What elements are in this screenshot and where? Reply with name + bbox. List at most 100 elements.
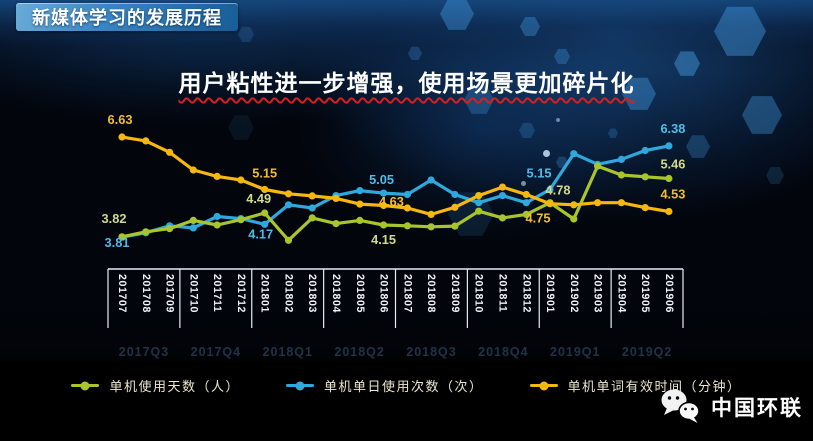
data-point	[641, 173, 649, 181]
x-axis: 201707 201708 201709 201710 201711 201712 2018…	[107, 268, 684, 328]
data-point	[284, 190, 293, 198]
x-axis-label: 201707	[116, 274, 128, 313]
data-point	[665, 142, 673, 150]
data-point	[213, 221, 221, 229]
data-label: 4.15	[371, 232, 396, 247]
data-point	[522, 210, 530, 218]
data-point	[356, 200, 364, 208]
x-axis-label: 201809	[449, 274, 461, 313]
data-point	[308, 192, 316, 200]
x-axis-label: 201708	[140, 274, 152, 313]
data-point	[594, 162, 602, 170]
data-point	[475, 199, 483, 207]
data-point	[356, 187, 364, 195]
series-2	[118, 133, 673, 218]
data-point	[308, 214, 316, 222]
data-label: 4.17	[248, 226, 273, 241]
data-label: 4.78	[546, 183, 571, 198]
data-point	[427, 176, 435, 184]
data-label: 6.38	[660, 121, 685, 136]
data-point	[284, 201, 293, 209]
quarter-ghost-label: 2018Q2	[334, 345, 384, 359]
data-point	[546, 185, 554, 194]
series-line	[120, 164, 671, 242]
quarter-ghost-label: 2019Q1	[550, 345, 600, 359]
data-point	[665, 207, 673, 216]
hexagon-decoration	[238, 26, 254, 42]
slide-title: 新媒体学习的发展历程	[32, 8, 222, 28]
data-point	[570, 215, 578, 223]
legend-item-times: 单机单日使用次数（次）	[285, 376, 484, 395]
quarter-ghost-label: 2017Q3	[119, 345, 169, 359]
x-axis-label: 201709	[164, 274, 176, 313]
data-label: 5.15	[252, 166, 277, 181]
trend-chart: 2017Q3 2017Q4 2018Q1 2018Q2 2018Q3 2018Q4 2019…	[0, 100, 813, 365]
data-point	[237, 216, 245, 224]
quarter-ghost-label: 2019Q2	[622, 345, 672, 359]
data-point	[546, 200, 554, 208]
data-point	[451, 190, 459, 199]
x-axis-label: 201905	[639, 274, 651, 313]
data-point	[427, 223, 435, 231]
x-axis-label: 201803	[306, 274, 318, 313]
data-label: 3.82	[102, 211, 127, 226]
legend-marker-minutes	[529, 384, 558, 387]
x-axis-label: 201812	[520, 274, 532, 313]
quarter-ghost-label: 2017Q4	[191, 345, 241, 359]
data-label: 5.15	[527, 166, 552, 181]
legend-marker-days	[71, 384, 100, 387]
data-label: 4.63	[379, 194, 404, 209]
data-point	[617, 171, 626, 179]
slide-title-bar: 新媒体学习的发展历程	[16, 3, 238, 31]
data-point	[403, 204, 411, 212]
data-point	[570, 201, 578, 209]
chart-legend: 单机使用天数（人） 单机单日使用次数（次） 单机单词有效时间（分钟）	[0, 376, 813, 395]
chart-svg: 2017Q3 2017Q4 2018Q1 2018Q2 2018Q3 2018Q4 2019…	[102, 112, 686, 359]
x-axis-label: 201902	[568, 274, 580, 313]
legend-item-minutes: 单机单词有效时间（分钟）	[529, 376, 742, 395]
x-axis-label: 201810	[473, 274, 485, 313]
data-label: 5.05	[369, 172, 394, 187]
x-axis-label: 201901	[544, 274, 556, 313]
data-point	[475, 192, 483, 200]
legend-label-minutes: 单机单词有效时间（分钟）	[567, 379, 742, 394]
hexagon-decoration	[440, 0, 474, 30]
data-point	[237, 176, 245, 184]
data-point	[522, 190, 530, 199]
quarter-ghost-labels: 2017Q3 2017Q4 2018Q1 2018Q2 2018Q3 2018Q4 2019…	[119, 345, 672, 359]
data-point	[617, 155, 626, 163]
x-axis-label: 201808	[425, 274, 437, 313]
x-axis-label: 201807	[401, 274, 413, 313]
data-point	[166, 225, 174, 233]
data-point	[665, 174, 673, 183]
quarter-ghost-label: 2018Q4	[478, 345, 528, 359]
data-point	[380, 201, 388, 210]
data-point	[380, 221, 388, 229]
data-point	[308, 204, 316, 212]
x-axis-label: 201804	[330, 274, 342, 313]
data-point	[261, 220, 269, 228]
data-point	[641, 146, 649, 155]
data-point	[594, 199, 602, 207]
data-point	[166, 148, 174, 156]
data-point	[498, 183, 507, 191]
data-label: 5.46	[660, 157, 685, 172]
data-point	[189, 224, 197, 232]
wechat-icon	[661, 389, 700, 423]
hexagon-decoration	[714, 6, 766, 56]
data-point	[451, 222, 459, 230]
x-axis-label: 201806	[378, 274, 390, 313]
x-axis-label: 201811	[496, 274, 508, 312]
quarter-ghost-label: 2018Q1	[263, 345, 313, 359]
hexagon-decoration	[520, 17, 540, 36]
data-point	[332, 220, 340, 228]
x-axis-label: 201710	[187, 274, 199, 313]
data-point	[522, 199, 530, 207]
data-point	[427, 210, 435, 218]
data-point	[641, 204, 649, 212]
x-axis-label: 201802	[282, 274, 294, 313]
data-point	[380, 189, 388, 197]
data-point	[498, 192, 507, 200]
data-point	[261, 185, 269, 194]
